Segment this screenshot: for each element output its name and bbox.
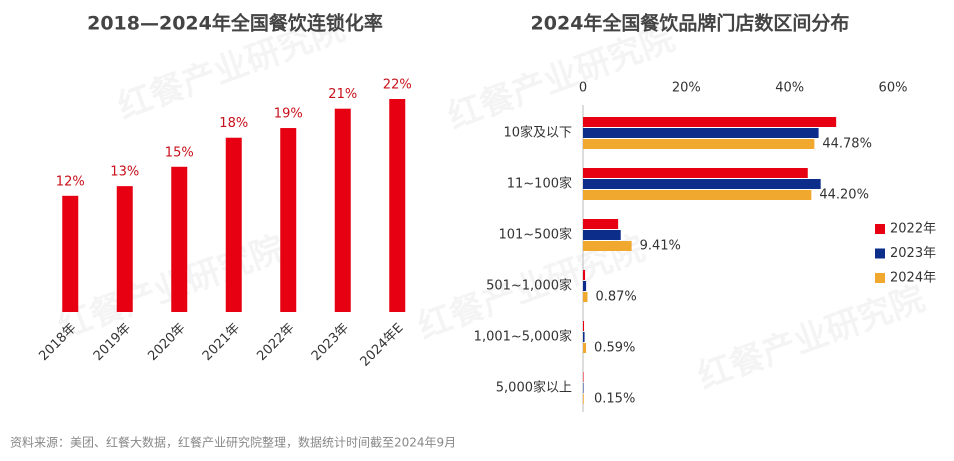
bar: [583, 230, 621, 240]
x-tick-label: 40%: [775, 81, 804, 96]
x-tick-label: 2024年E: [358, 321, 407, 370]
x-tick-label: 2023年: [309, 321, 352, 364]
watermark: 红餐产业研究院: [693, 278, 930, 397]
bar: [583, 372, 584, 382]
bar: [389, 99, 406, 312]
legend-label: 2022年: [890, 222, 936, 237]
data-label: 0.87%: [595, 290, 636, 305]
x-tick-label: 60%: [879, 81, 908, 96]
data-label: 15%: [165, 145, 194, 160]
data-label: 13%: [110, 165, 139, 180]
data-label: 44.78%: [822, 137, 872, 152]
x-tick-label: 2022年: [254, 321, 297, 364]
y-tick-label: 10家及以下: [503, 125, 572, 141]
data-label: 19%: [274, 107, 303, 122]
bar: [225, 137, 242, 312]
data-label: 21%: [328, 87, 357, 102]
data-label: 18%: [219, 116, 248, 131]
chart-title: 2018—2024年全国餐饮连锁化率: [87, 12, 383, 35]
source: 资料来源：美团、红餐大数据，红餐产业研究院整理，数据统计时间截至2024年9月: [10, 435, 456, 450]
data-label: 12%: [56, 174, 85, 189]
bar: [583, 117, 837, 127]
bar: [583, 168, 808, 178]
bar: [583, 139, 815, 149]
y-tick-label: 5,000家以上: [496, 380, 572, 396]
y-tick-label: 11~100家: [507, 176, 572, 192]
x-tick-label: 0: [579, 81, 587, 96]
y-tick-label: 101~500家: [498, 227, 572, 243]
bar: [583, 332, 585, 342]
bar: [583, 383, 584, 393]
legend-label: 2024年: [890, 271, 936, 286]
bar: [280, 128, 297, 312]
bar: [62, 195, 79, 312]
x-tick-label: 2021年: [200, 321, 243, 364]
data-label: 0.59%: [594, 341, 635, 356]
bar: [583, 281, 587, 291]
bar: [583, 343, 587, 353]
bar: [583, 179, 821, 189]
y-tick-label: 1,001~5,000家: [474, 329, 572, 345]
bar: [583, 241, 632, 251]
data-label: 9.41%: [640, 239, 681, 254]
chart-title: 2024年全国餐饮品牌门店数区间分布: [531, 12, 850, 35]
bar: [583, 321, 585, 331]
data-label: 0.15%: [594, 392, 635, 407]
bar: [116, 186, 133, 312]
x-tick-label: 20%: [672, 81, 701, 96]
bar: [583, 394, 584, 404]
bar: [583, 219, 619, 229]
bar: [583, 128, 819, 138]
bar: [334, 108, 351, 312]
data-label: 22%: [383, 78, 412, 93]
bar: [171, 166, 188, 312]
x-tick-label: 2020年: [145, 321, 188, 364]
legend-swatch: [875, 273, 885, 283]
y-tick-label: 501~1,000家: [486, 278, 572, 294]
legend-swatch: [875, 248, 885, 259]
bar: [583, 292, 588, 302]
legend-label: 2023年: [890, 246, 936, 261]
data-label: 44.20%: [819, 188, 869, 203]
bar: [583, 190, 812, 200]
bar: [583, 270, 586, 280]
legend-swatch: [875, 224, 885, 234]
